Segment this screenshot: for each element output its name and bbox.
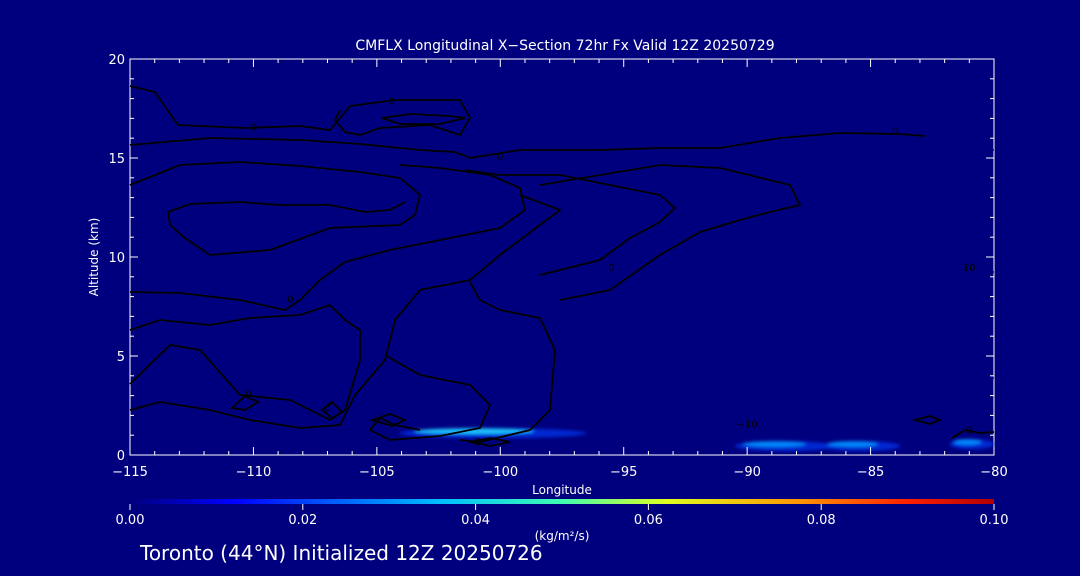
contour-label: 10 (963, 263, 976, 274)
y-axis-label: Altitude (km) (87, 218, 101, 297)
x-tick-label: −90 (733, 465, 760, 480)
x-tick-label: −95 (610, 465, 637, 480)
contour-label: 0 (388, 97, 394, 108)
contour-line (459, 281, 556, 443)
dashed-contour-line (849, 269, 995, 281)
colorbar-label: (kg/m²/s) (535, 529, 590, 543)
colorbar-tick-label: 0.06 (634, 513, 663, 528)
contour-line (129, 132, 926, 159)
flux-shading (399, 428, 994, 452)
contour-line (129, 164, 527, 311)
flux-plume-core (953, 439, 982, 446)
contour-label: 0 (475, 437, 481, 448)
chart-title: CMFLX Longitudinal X−Section 72hr Fx Val… (355, 38, 774, 54)
x-tick-label: −115 (112, 465, 148, 480)
dashed-contour-line (699, 423, 831, 431)
contour-labels: 0 0 0 0 0 0 0 0 0 0 −10 10 (245, 97, 975, 449)
contour-line (381, 113, 466, 125)
flux-plume-core (827, 441, 879, 448)
x-tick-label: −80 (980, 465, 1007, 480)
contour-label: 0 (245, 390, 251, 401)
y-tick-label: 15 (108, 152, 125, 167)
colorbar-tick-label: 0.00 (116, 513, 145, 528)
y-tick-label: 10 (108, 251, 125, 266)
plot-frame (129, 58, 995, 456)
footer-caption: Toronto (44°N) Initialized 12Z 20250726 (140, 541, 543, 565)
x-tick-label: −100 (482, 465, 518, 480)
contour-line (129, 194, 562, 429)
contour-line (230, 394, 260, 411)
colorbar (130, 499, 994, 504)
contour-line (129, 303, 361, 422)
contour-line (369, 413, 408, 427)
dashed-contour-line (879, 377, 995, 401)
contour-line (368, 354, 492, 441)
dashed-contour-line (819, 149, 994, 161)
dashed-contour-line (609, 154, 994, 441)
contour-line (951, 429, 995, 439)
dashed-contour-lines (609, 149, 995, 441)
contour-line (911, 415, 943, 425)
x-axis: −115 −110 −105 −100 −95 −90 −85 −80 (112, 59, 1008, 480)
colorbar-tick-label: 0.08 (807, 513, 836, 528)
y-tick-label: 20 (108, 53, 125, 68)
x-tick-label: −85 (857, 465, 884, 480)
contour-label: 0 (250, 122, 256, 133)
contour-line (539, 164, 802, 301)
colorbar-tick-label: 0.04 (461, 513, 490, 528)
contour-label: 0 (966, 425, 972, 436)
contour-line (129, 161, 422, 256)
contour-label: 0 (608, 263, 614, 274)
flux-plume-core (414, 428, 535, 435)
contour-label: −10 (737, 419, 758, 430)
contour-label: 0 (892, 126, 898, 137)
flux-plume-core (742, 441, 806, 448)
y-tick-label: 5 (117, 350, 125, 365)
contour-label: 0 (287, 295, 293, 306)
dashed-contour-line (719, 329, 994, 441)
x-tick-label: −105 (359, 465, 395, 480)
x-tick-label: −110 (236, 465, 272, 480)
y-axis: 0 5 10 15 20 (108, 53, 994, 464)
contour-label: 0 (324, 403, 330, 414)
x-axis-label: Longitude (532, 483, 592, 497)
contour-line (469, 437, 511, 447)
contour-line (320, 400, 344, 420)
colorbar-ticks: 0.00 0.02 0.04 0.06 0.08 0.10 (116, 504, 1009, 528)
contour-line (129, 85, 472, 137)
contour-label: 0 (497, 152, 503, 163)
contour-lines (129, 85, 995, 447)
colorbar-tick-label: 0.10 (980, 513, 1009, 528)
y-tick-label: 0 (117, 449, 125, 464)
contour-line (464, 169, 677, 276)
colorbar-tick-label: 0.02 (288, 513, 317, 528)
